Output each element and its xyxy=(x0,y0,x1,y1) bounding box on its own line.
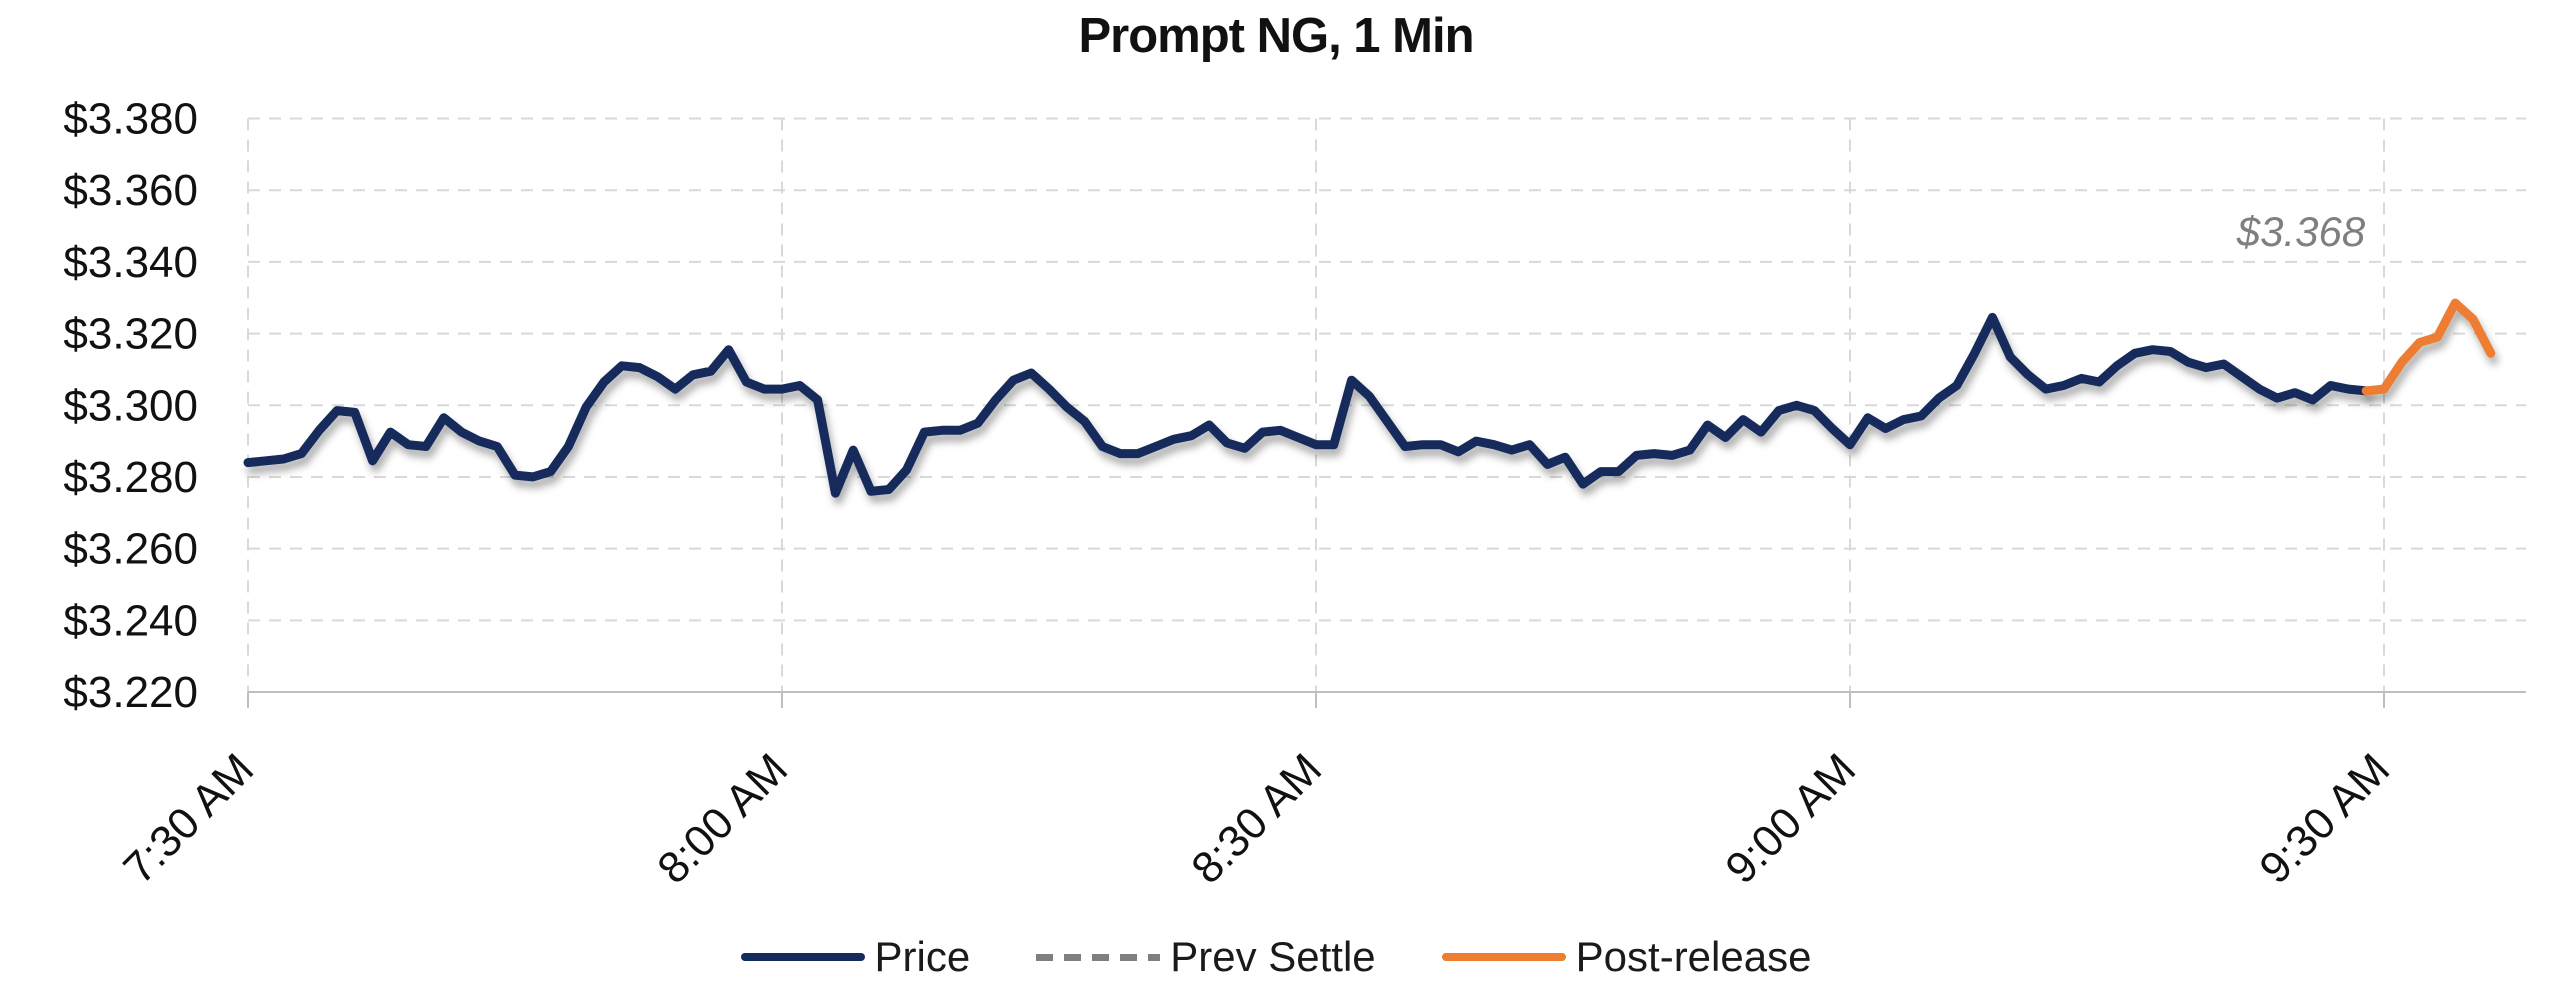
post-release-series-line xyxy=(2361,298,2496,396)
legend-item-prev-settle: Prev Settle xyxy=(1036,933,1376,981)
prev-settle-annotation: $3.368 xyxy=(2236,208,2366,255)
y-tick-label: $3.320 xyxy=(63,310,198,359)
series-layer xyxy=(243,158,2526,498)
axis-label-layer: $3.380 $3.360 $3.340 $3.320 $3.300 $3.280 $3.2… xyxy=(63,95,2399,894)
price-line-swatch-icon xyxy=(740,953,865,961)
chart-title: Prompt NG, 1 Min xyxy=(1078,9,1474,63)
y-tick-label: $3.260 xyxy=(63,525,198,574)
legend-label-prev-settle: Prev Settle xyxy=(1170,933,1376,980)
chart-legend: Price Prev Settle Post-release xyxy=(0,926,2552,988)
y-tick-label: $3.280 xyxy=(63,453,198,502)
legend-label-price: Price xyxy=(874,933,971,980)
y-tick-label: $3.360 xyxy=(63,166,198,215)
axis-layer xyxy=(247,691,2526,708)
y-tick-label: $3.220 xyxy=(63,668,198,717)
y-tick-label: $3.340 xyxy=(63,238,198,287)
x-tick-label: 8:00 AM xyxy=(648,744,797,893)
legend-item-post-release: Post-release xyxy=(1441,933,1812,981)
y-tick-label: $3.380 xyxy=(63,95,198,144)
y-tick-label: $3.300 xyxy=(63,381,198,430)
legend-label-post-release: Post-release xyxy=(1575,933,1812,980)
price-series-line xyxy=(243,312,2371,498)
y-tick-label: $3.240 xyxy=(63,596,198,645)
x-tick-label: 7:30 AM xyxy=(114,744,263,893)
x-tick-label: 8:30 AM xyxy=(1182,744,1331,893)
x-tick-label: 9:30 AM xyxy=(2250,744,2399,893)
post-release-line-swatch-icon xyxy=(1441,953,1566,961)
legend-item-price: Price xyxy=(740,933,971,981)
x-tick-label: 9:00 AM xyxy=(1716,744,1865,893)
prev-settle-line-swatch-icon xyxy=(1036,953,1161,961)
